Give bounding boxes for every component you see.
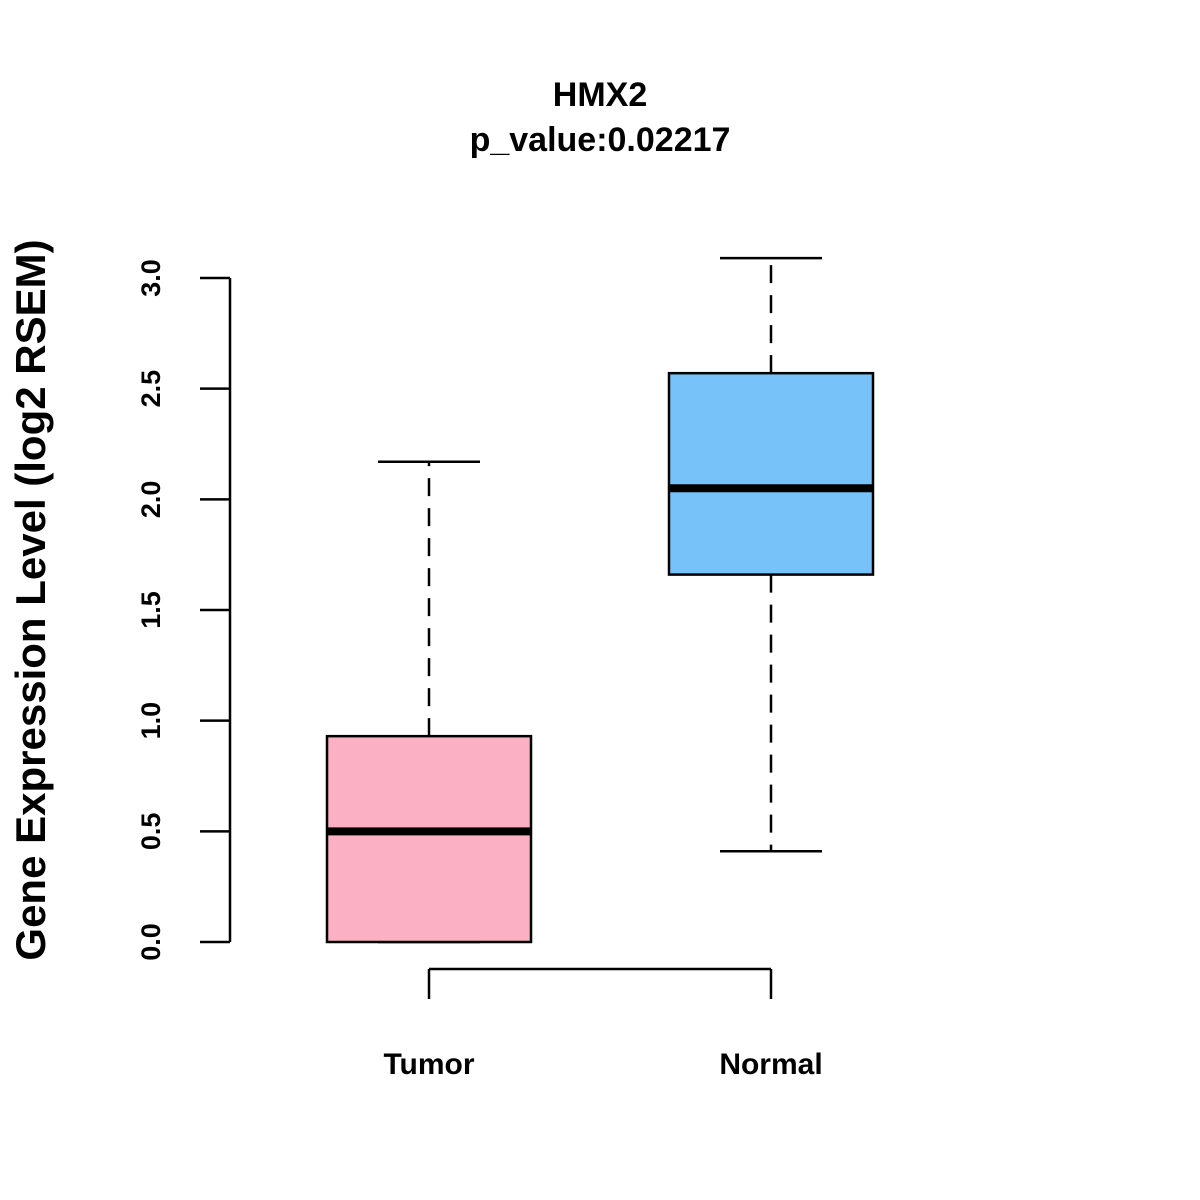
y-tick-label: 3.0 [136,259,166,297]
y-tick-label: 1.5 [136,591,166,629]
chart-title: HMX2 [553,76,647,114]
x-axis-labels: Tumor Normal [383,1048,822,1081]
y-axis-label: Gene Expression Level (log2 RSEM) [7,239,54,960]
box-body [667,371,875,576]
y-tick-label: 2.5 [136,370,166,408]
y-tick-label: 0.0 [136,923,166,961]
box-normal [667,256,875,853]
significance-bracket [427,967,773,999]
y-tick-label: 0.5 [136,813,166,851]
box-group [325,256,875,944]
y-axis: 0.0 0.5 1.0 1.5 2.0 2.5 3.0 [136,259,232,961]
box-body [325,734,533,944]
y-tick-label: 2.0 [136,481,166,519]
x-category-label: Tumor [383,1048,474,1081]
box-tumor [325,460,533,944]
x-category-label: Normal [719,1048,822,1081]
chart-subtitle: p_value:0.02217 [470,121,731,159]
y-tick-label: 1.0 [136,702,166,740]
